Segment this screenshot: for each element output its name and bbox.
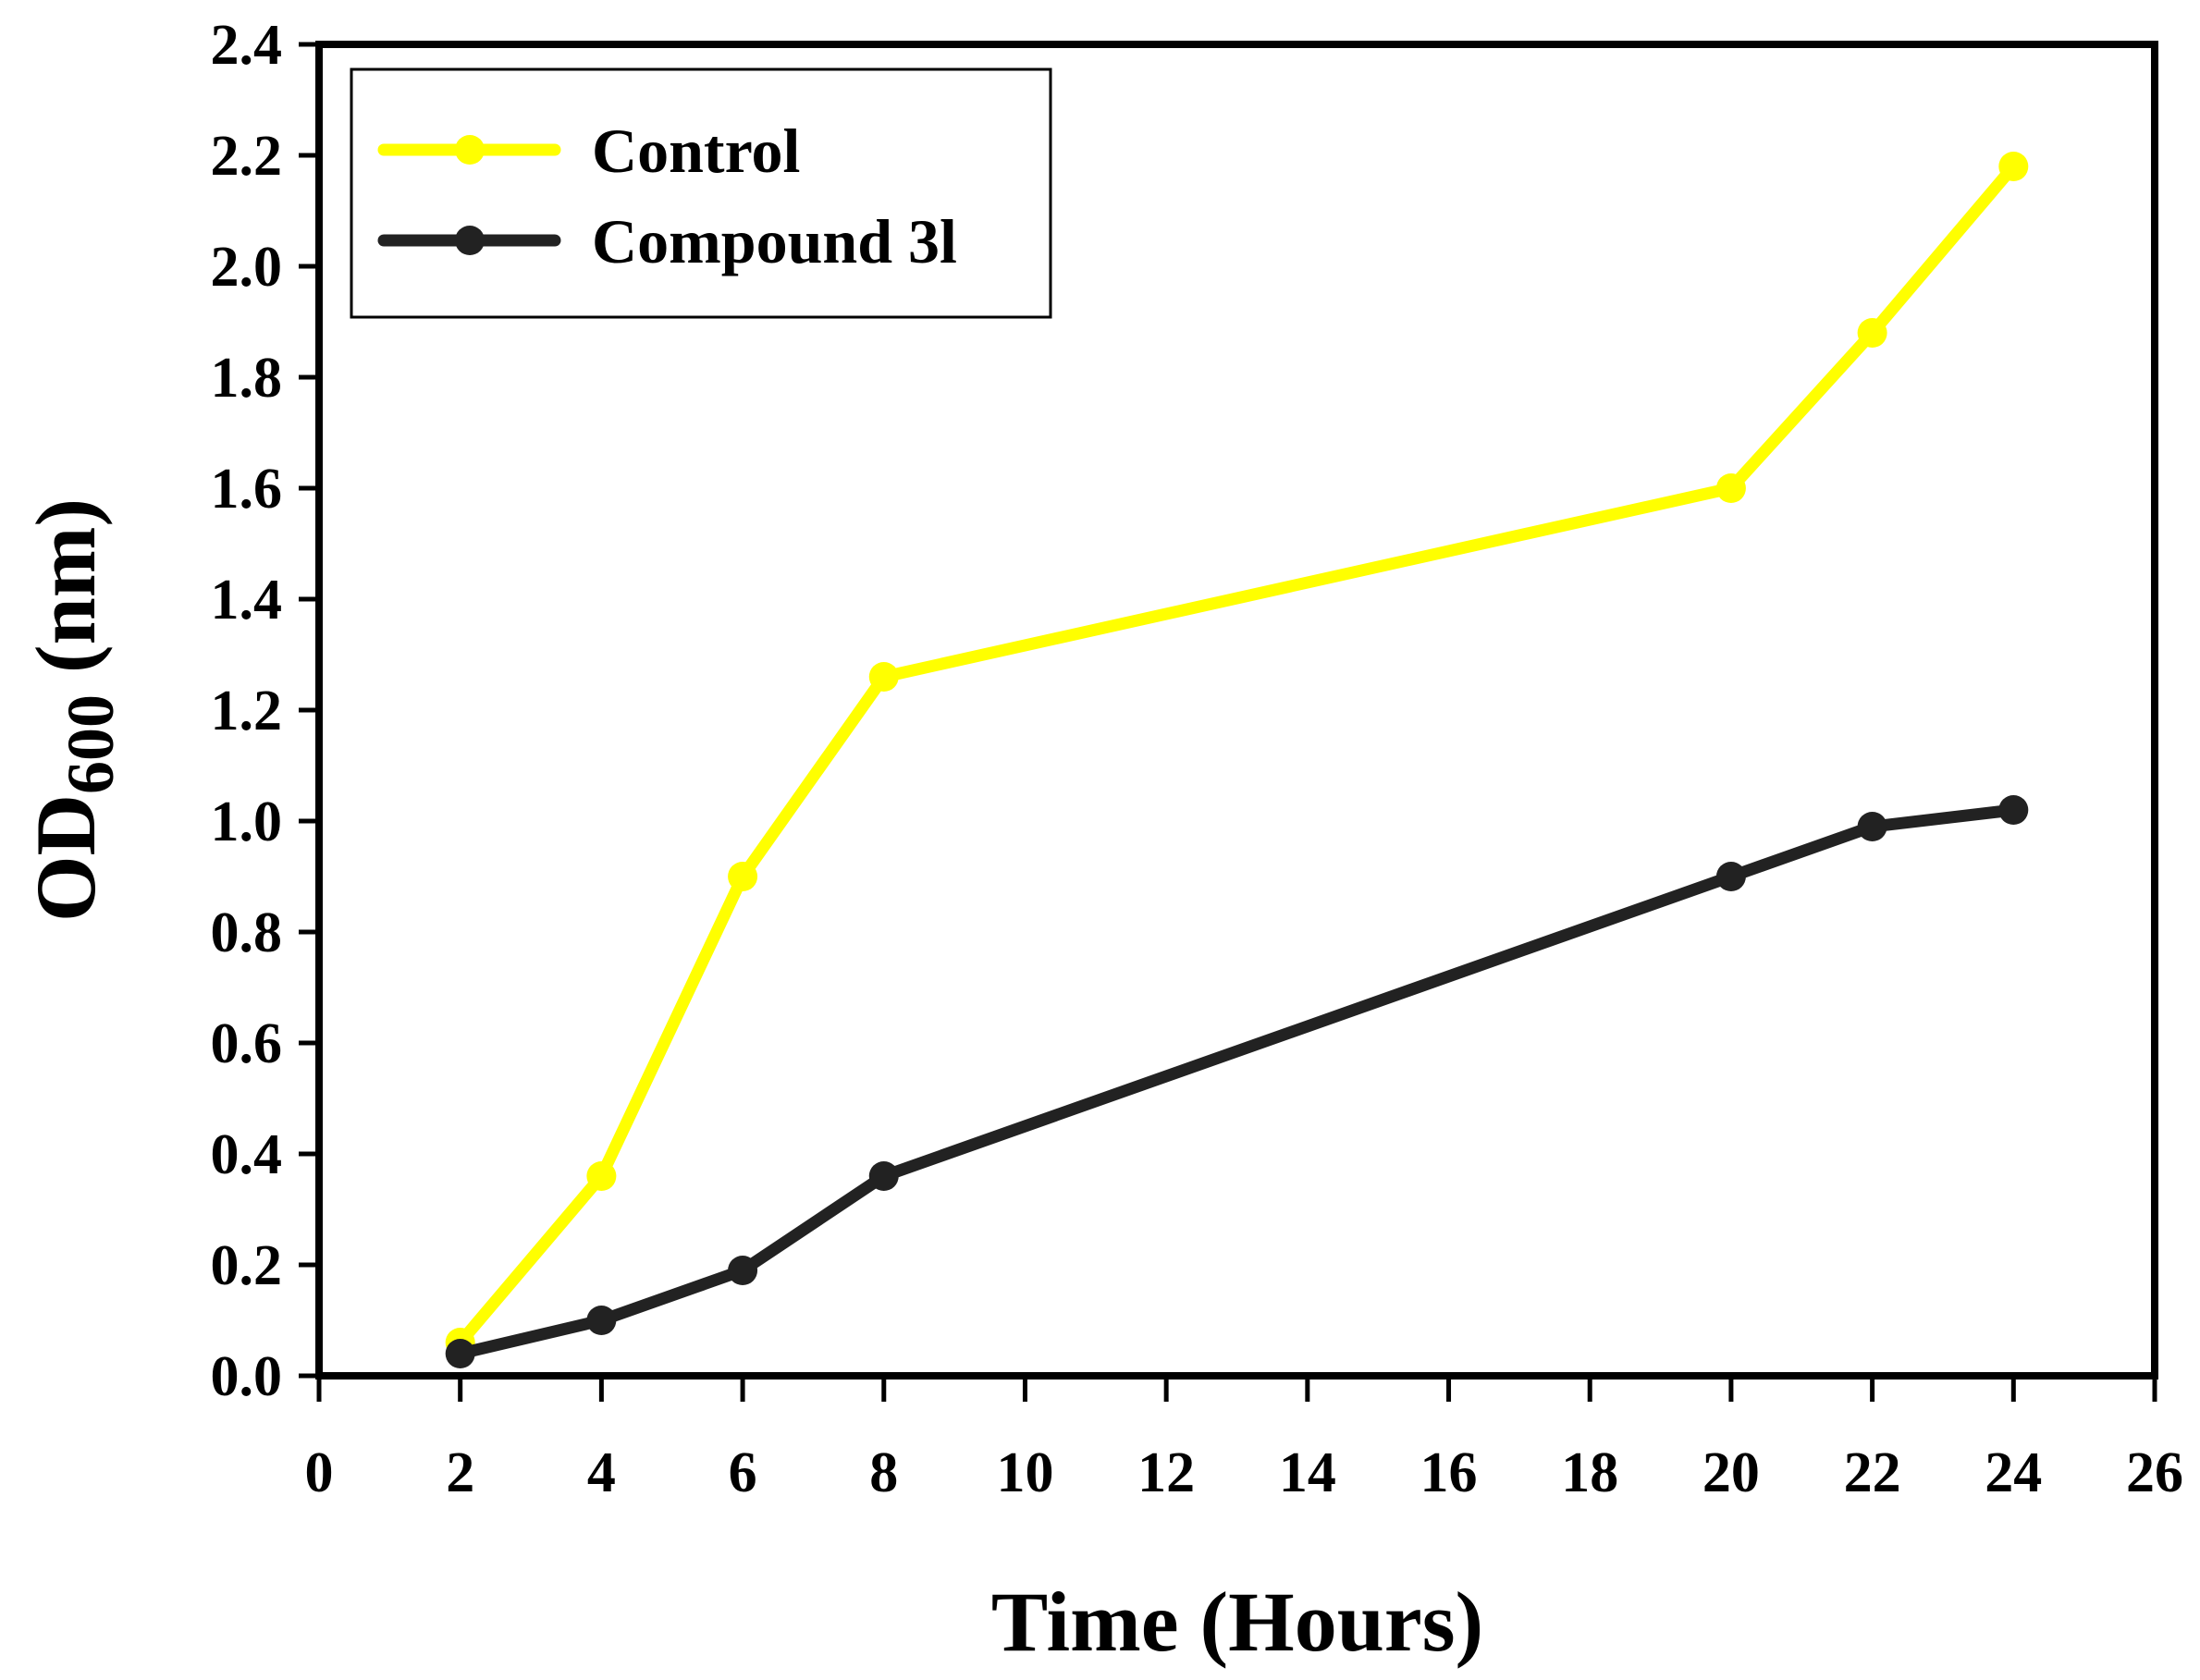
y-tick-label: 0.6 xyxy=(211,1012,283,1075)
y-tick-label: 2.4 xyxy=(211,14,283,77)
data-point xyxy=(1857,318,1887,348)
x-tick-label: 8 xyxy=(869,1441,898,1504)
y-tick-label: 1.2 xyxy=(211,680,283,742)
y-axis: 0.0 0.2 0.4 0.6 0.8 1.0 1.2 1.4 1.6 1.8 2.0 2.2 2.4 xyxy=(211,14,319,1408)
legend-item: Compound 3l xyxy=(377,206,957,276)
y-tick-label: 0.8 xyxy=(211,901,283,964)
y-tick-label: 1.8 xyxy=(211,347,283,410)
y-axis-title-main: OD xyxy=(18,794,113,922)
legend-swatch-marker xyxy=(455,226,485,255)
x-tick-label: 0 xyxy=(305,1441,334,1504)
legend-label: Control xyxy=(592,116,800,186)
x-tick-label: 14 xyxy=(1279,1441,1336,1504)
y-axis-title: OD600 (nm) xyxy=(18,498,128,922)
legend: Control Compound 3l xyxy=(350,67,1052,319)
x-axis: 0 2 4 6 8 10 12 14 16 18 20 22 24 26 xyxy=(305,1376,2183,1504)
series-layer xyxy=(445,152,2029,1368)
legend-item: Control xyxy=(377,116,800,186)
x-tick-label: 20 xyxy=(1702,1441,1760,1504)
series-line xyxy=(454,803,2020,1360)
x-tick-label: 6 xyxy=(729,1441,757,1504)
legend-label: Compound 3l xyxy=(592,206,957,276)
x-tick-label: 12 xyxy=(1137,1441,1195,1504)
x-tick-label: 2 xyxy=(446,1441,474,1504)
data-point xyxy=(868,1161,899,1191)
series-compound-3l xyxy=(445,795,2029,1368)
data-point xyxy=(728,1256,758,1285)
data-point xyxy=(728,862,758,891)
x-tick-label: 22 xyxy=(1844,1441,1901,1504)
legend-items: Control Compound 3l xyxy=(377,116,957,276)
y-tick-label: 2.0 xyxy=(211,236,283,299)
data-point xyxy=(1998,795,2029,825)
data-point xyxy=(586,1161,617,1191)
y-tick-label: 2.2 xyxy=(211,125,283,188)
x-tick-label: 4 xyxy=(587,1441,616,1504)
y-tick-label: 0.0 xyxy=(211,1345,283,1408)
data-point xyxy=(586,1306,617,1335)
data-point xyxy=(445,1339,475,1368)
x-tick-label: 16 xyxy=(1420,1441,1478,1504)
series-line xyxy=(454,160,2020,1349)
y-tick-label: 1.4 xyxy=(211,569,283,632)
x-tick-label: 24 xyxy=(1985,1441,2042,1504)
legend-swatch-marker xyxy=(455,135,485,165)
data-point xyxy=(1715,862,1746,891)
legend-box xyxy=(350,67,1052,319)
y-tick-label: 0.2 xyxy=(211,1234,283,1297)
y-tick-label: 1.6 xyxy=(211,458,283,521)
x-axis-title: Time (Hours) xyxy=(991,1575,1483,1669)
data-point xyxy=(1715,473,1746,503)
y-tick-label: 0.4 xyxy=(211,1123,283,1186)
y-axis-title-unit: (nm) xyxy=(18,498,113,694)
data-point xyxy=(1857,812,1887,841)
y-axis-title-subscript: 600 xyxy=(54,694,128,794)
data-point xyxy=(868,662,899,692)
y-tick-label: 1.0 xyxy=(211,791,283,853)
x-tick-label: 10 xyxy=(996,1441,1053,1504)
x-tick-label: 26 xyxy=(2126,1441,2183,1504)
series-control xyxy=(445,152,2029,1357)
x-tick-label: 18 xyxy=(1561,1441,1618,1504)
data-point xyxy=(1998,152,2029,181)
